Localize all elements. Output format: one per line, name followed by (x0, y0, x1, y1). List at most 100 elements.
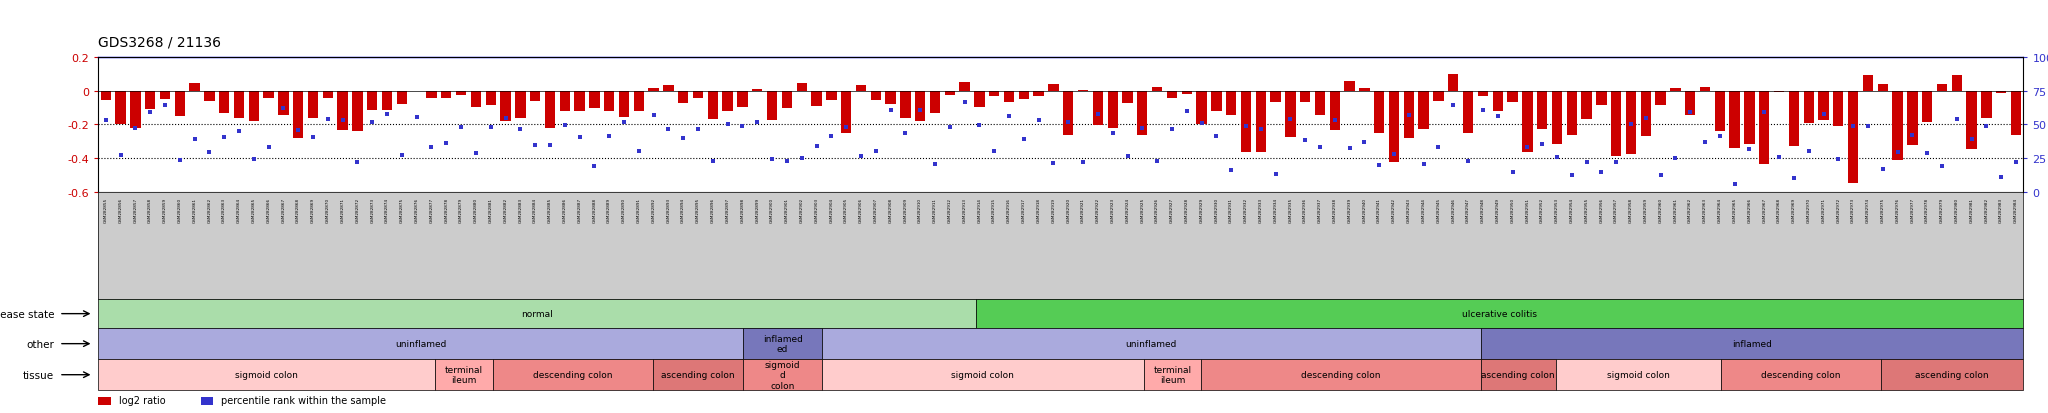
Text: normal: normal (522, 309, 553, 318)
Bar (782, 91, 793, 109)
Point (1733, 146, 1765, 153)
Text: GSM282939: GSM282939 (1348, 197, 1352, 223)
Point (133, 109, 166, 116)
Text: GSM282873: GSM282873 (371, 197, 375, 223)
Point (1585, 169, 1618, 176)
Bar (1167, 91, 1178, 99)
Text: GSM282877: GSM282877 (430, 197, 434, 223)
Bar (1729, 91, 1741, 149)
Bar (457, 91, 467, 96)
Bar (219, 91, 229, 114)
Bar (1481, 359, 1556, 390)
Text: GSM282966: GSM282966 (1747, 197, 1751, 223)
Point (475, 124, 508, 131)
Text: descending colon: descending colon (532, 370, 612, 379)
Bar (485, 91, 496, 106)
Point (1008, 136, 1040, 143)
Bar (1143, 359, 1202, 390)
Bar (1343, 81, 1356, 91)
Point (504, 126, 537, 133)
Text: GSM282913: GSM282913 (963, 197, 967, 222)
Point (563, 135, 596, 141)
Text: GSM282870: GSM282870 (326, 197, 330, 223)
Text: GSM282900: GSM282900 (770, 197, 774, 223)
Text: GSM282867: GSM282867 (281, 197, 285, 223)
Bar (1892, 91, 1903, 161)
Bar (1094, 91, 1104, 126)
Text: GSM282959: GSM282959 (1645, 197, 1649, 223)
Text: GSM282937: GSM282937 (1319, 197, 1323, 223)
Text: GSM282920: GSM282920 (1067, 197, 1071, 223)
Bar (1921, 91, 1933, 123)
Bar (352, 91, 362, 131)
Bar (1536, 91, 1548, 130)
Point (1851, 123, 1884, 130)
Point (920, 161, 952, 168)
Bar (1507, 91, 1518, 103)
Text: ascending colon: ascending colon (1481, 370, 1554, 379)
Text: GSM282908: GSM282908 (889, 197, 893, 223)
Bar (2011, 91, 2021, 135)
Bar (1374, 91, 1384, 134)
Bar (1907, 91, 1917, 146)
Point (1925, 164, 1958, 171)
Text: GSM282904: GSM282904 (829, 197, 834, 222)
Text: descending colon: descending colon (1761, 370, 1841, 379)
Point (1985, 174, 2017, 180)
Text: GSM282905: GSM282905 (844, 197, 848, 223)
Text: GSM282911: GSM282911 (934, 197, 938, 222)
Text: GSM282897: GSM282897 (725, 197, 729, 223)
Point (1882, 149, 1915, 156)
Text: GSM282946: GSM282946 (1452, 197, 1456, 222)
Point (1614, 121, 1647, 128)
Bar (1196, 91, 1206, 124)
Bar (545, 91, 555, 129)
Text: terminal
ileum: terminal ileum (444, 365, 483, 385)
Bar (825, 91, 836, 101)
Point (1999, 159, 2032, 166)
Bar (293, 91, 303, 138)
Bar (1552, 91, 1563, 145)
Point (1690, 139, 1722, 146)
Point (1599, 159, 1632, 166)
Text: GSM282932: GSM282932 (1243, 197, 1247, 223)
Point (1792, 148, 1825, 154)
Text: GSM282898: GSM282898 (741, 197, 745, 223)
Bar (145, 91, 156, 109)
Bar (381, 91, 393, 111)
Bar (1833, 91, 1843, 127)
Bar (1108, 91, 1118, 129)
Text: GSM282949: GSM282949 (1495, 197, 1499, 222)
Point (1778, 175, 1810, 181)
Bar (494, 359, 653, 390)
Point (1823, 157, 1855, 164)
Point (326, 117, 358, 124)
Point (651, 127, 684, 133)
Text: GSM282957: GSM282957 (1614, 197, 1618, 223)
Text: GSM282954: GSM282954 (1569, 197, 1573, 222)
Bar (1434, 91, 1444, 102)
Text: GSM282874: GSM282874 (385, 197, 389, 222)
Bar (160, 91, 170, 100)
Bar (1202, 359, 1481, 390)
Text: GSM282978: GSM282978 (1925, 197, 1929, 223)
Bar (397, 91, 408, 104)
Point (1970, 123, 2003, 130)
Bar (1880, 359, 2023, 390)
Bar (633, 91, 643, 112)
Bar (1966, 91, 1976, 150)
Text: GSM282860: GSM282860 (178, 197, 182, 223)
Text: GDS3268 / 21136: GDS3268 / 21136 (98, 36, 221, 50)
Text: descending colon: descending colon (1300, 370, 1380, 379)
Point (1866, 167, 1898, 173)
Point (1421, 145, 1454, 151)
Text: GSM282938: GSM282938 (1333, 197, 1337, 223)
Text: GSM282912: GSM282912 (948, 197, 952, 222)
Point (1554, 172, 1587, 179)
Text: GSM282950: GSM282950 (1511, 197, 1516, 223)
Text: uninflamed: uninflamed (1126, 339, 1178, 348)
Text: GSM282875: GSM282875 (399, 197, 403, 223)
Point (1407, 161, 1440, 168)
Point (1036, 160, 1069, 166)
Bar (1556, 359, 1720, 390)
